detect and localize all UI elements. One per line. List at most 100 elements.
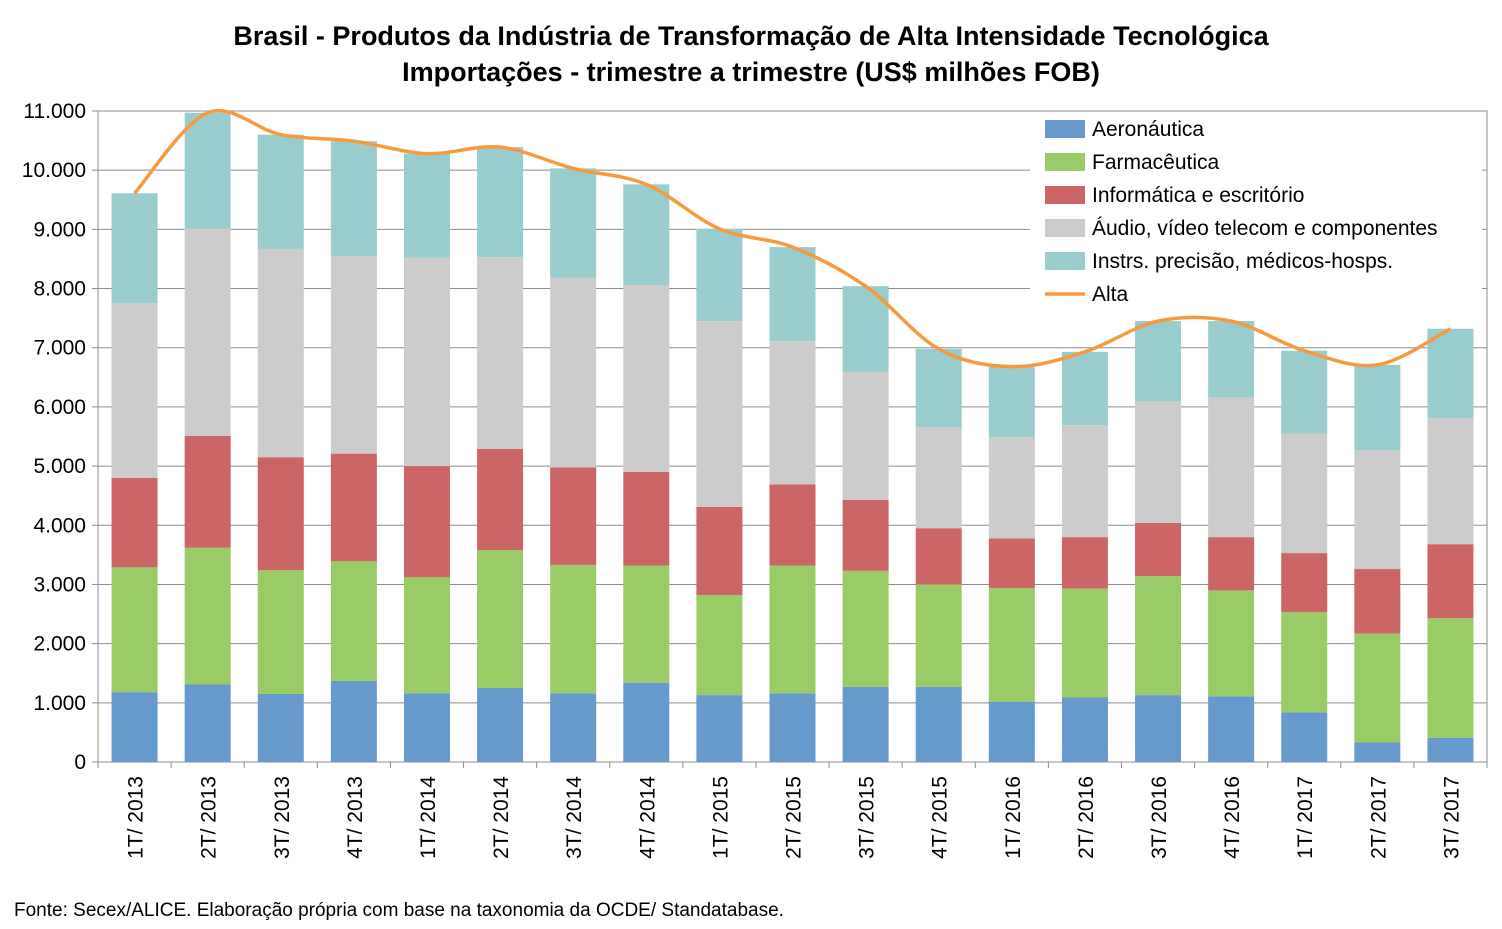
bar-segment (1281, 553, 1328, 613)
y-tick-label: 8.000 (33, 278, 86, 301)
x-tick-label: 2T/ 2017 (1367, 776, 1390, 859)
bar-segment (477, 550, 524, 689)
legend-label: Áudio, vídeo telecom e componentes (1092, 217, 1438, 240)
legend-swatch (1045, 153, 1085, 171)
bar-segment (1061, 537, 1108, 589)
bar-segment (1427, 328, 1474, 419)
bar-segment (1135, 522, 1182, 577)
bar-segment (111, 303, 158, 478)
bar-segment (257, 570, 304, 694)
bar-segment (988, 588, 1035, 702)
bar-segment (1135, 695, 1182, 762)
legend-label: Aeronáutica (1092, 118, 1204, 141)
line-alta (133, 109, 1452, 369)
x-tick-label: 1T/ 2014 (417, 776, 440, 859)
x-tick-label: 4T/ 2014 (636, 776, 659, 859)
bar-segment (842, 570, 889, 687)
bar-segment (915, 528, 962, 585)
bar-segment (842, 371, 889, 500)
y-tick-label: 7.000 (33, 337, 86, 360)
bar-segment (184, 112, 231, 229)
bar-segment (403, 153, 450, 258)
bar-segment (257, 457, 304, 571)
bar-segment (915, 584, 962, 687)
line-series (133, 109, 1452, 369)
bar-segment (550, 693, 597, 762)
bar-segment (330, 561, 377, 681)
bar-segment (550, 467, 597, 565)
x-axis-ticks: 1T/ 2013 2T/ 2013 3T/ 2013 4T/ 2013 1T/ 2014… (125, 776, 1464, 859)
bar-segment (403, 693, 450, 762)
bar-segment (330, 255, 377, 454)
bar-segment (1135, 401, 1182, 523)
bar-segment (1427, 737, 1474, 762)
source-note: Fonte: Secex/ALICE. Elaboração própria c… (14, 900, 784, 921)
bar-segment (1281, 612, 1328, 713)
legend-label: Farmacêutica (1092, 151, 1220, 174)
x-tick-label: 2T/ 2014 (490, 776, 513, 859)
x-tick-label: 1T/ 2013 (125, 776, 148, 859)
bar-segment (1208, 537, 1255, 591)
bar-segment (111, 477, 158, 568)
bar-segment (1061, 588, 1108, 698)
bar-segment (1281, 433, 1328, 554)
bar-segment (330, 141, 377, 256)
bar-segment (623, 472, 670, 566)
bar-segment (1354, 364, 1401, 451)
bar-segment (988, 701, 1035, 762)
x-tick-label: 3T/ 2014 (563, 776, 586, 859)
y-tick-label: 0 (74, 751, 86, 774)
bar-segment (1208, 590, 1255, 697)
x-tick-label: 3T/ 2016 (1148, 776, 1171, 859)
y-tick-label: 10.000 (22, 159, 86, 182)
x-tick-label: 3T/ 2017 (1440, 776, 1463, 859)
bar-segment (257, 693, 304, 762)
bar-segment (184, 435, 231, 548)
legend: Aeronáutica Farmacêutica Informática e esc… (1030, 112, 1482, 312)
legend-label: Alta (1092, 283, 1129, 306)
bar-segment (769, 693, 816, 762)
bar-segment (696, 595, 743, 696)
bar-segment (1061, 351, 1108, 426)
bar-segment (915, 348, 962, 428)
x-tick-label: 3T/ 2013 (271, 776, 294, 859)
bar-segment (550, 168, 597, 278)
bar-segment (550, 277, 597, 468)
x-tick-label: 4T/ 2016 (1221, 776, 1244, 859)
bar-segment (1208, 397, 1255, 538)
y-tick-label: 3.000 (33, 573, 86, 596)
bar-segment (1281, 350, 1328, 434)
y-tick-label: 5.000 (33, 455, 86, 478)
y-tick-label: 6.000 (33, 396, 86, 419)
bar-segment (842, 499, 889, 571)
y-tick-label: 4.000 (33, 514, 86, 537)
bar-segment (184, 547, 231, 685)
chart-title-block: Brasil - Produtos da Indústria de Transf… (0, 18, 1502, 90)
chart-subtitle: Importações - trimestre a trimestre (US$… (402, 57, 1100, 87)
bar-segment (623, 184, 670, 285)
x-tick-label: 4T/ 2013 (344, 776, 367, 859)
y-tick-label: 1.000 (33, 692, 86, 715)
bar-segment (111, 567, 158, 693)
bar-segment (477, 147, 524, 258)
bar-segment (257, 134, 304, 249)
y-axis-ticks: 0 1.000 2.000 3.000 4.000 5.000 6.000 7.000 8.00… (22, 100, 86, 774)
bar-segment (1135, 576, 1182, 696)
bar-segment (330, 680, 377, 762)
bar-segment (1427, 418, 1474, 545)
bar-segment (1427, 618, 1474, 738)
x-tick-label: 2T/ 2016 (1075, 776, 1098, 859)
bar-segment (1354, 450, 1401, 570)
x-tick-label: 1T/ 2015 (709, 776, 732, 859)
bar-series (111, 112, 1474, 762)
bar-segment (623, 682, 670, 762)
bar-segment (477, 688, 524, 762)
bar-segment (1354, 633, 1401, 743)
y-tick-label: 2.000 (33, 633, 86, 656)
legend-swatch (1045, 186, 1085, 204)
y-tick-label: 9.000 (33, 218, 86, 241)
legend-label: Instrs. precisão, médicos-hosps. (1092, 250, 1393, 273)
bar-segment (988, 366, 1035, 438)
bar-segment (769, 247, 816, 342)
